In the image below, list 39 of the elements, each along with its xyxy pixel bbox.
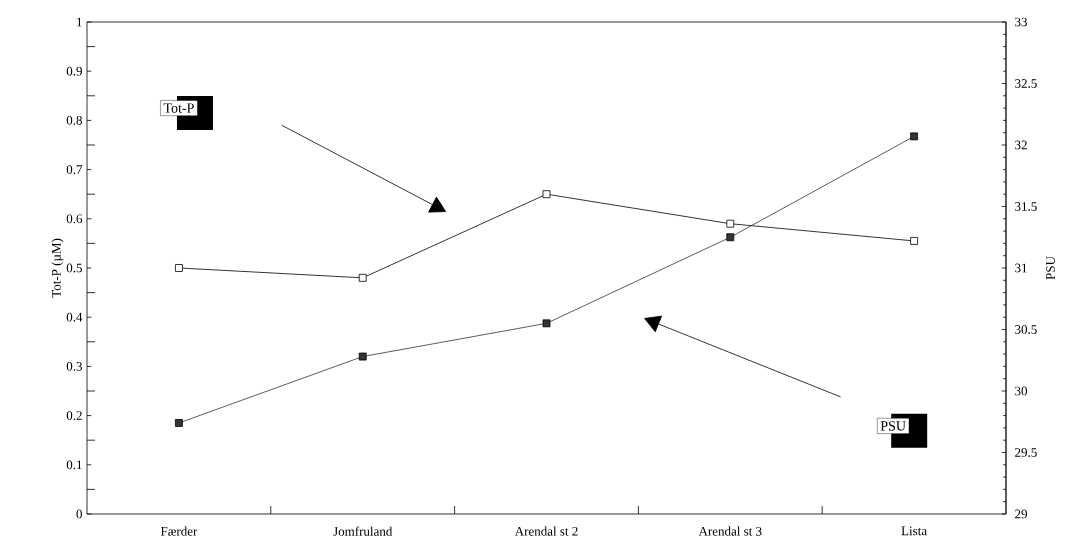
x-tick-label: Færder [160,526,198,536]
y2-tick-label: 29.5 [1015,448,1037,457]
point [175,264,183,272]
y-tick-label: 0.7 [66,165,83,175]
point [175,419,183,427]
y-tick-label: 1 [77,17,82,27]
point [910,132,918,141]
y-tick-label: 0.4 [66,312,83,322]
point [358,273,367,282]
y-tick-label: 0.2 [66,411,82,421]
y2-tick-label: 32 [1015,140,1027,150]
y2-tick-label: 31 [1015,263,1027,273]
point [726,219,735,228]
y-axis-title: Tot-P (µM) [51,238,64,298]
y2-tick-label: 29 [1015,509,1027,519]
y2-tick-label: 31.5 [1015,202,1037,211]
x-tick-label: Arendal st 3 [698,526,762,536]
y-tick-label: 0.5 [66,263,82,273]
x-tick-label: Arendal st 2 [514,526,578,536]
y-tick-label: 0.9 [66,66,82,76]
y-tick-label: 0.6 [66,214,83,224]
y-tick-label: 0.1 [66,460,82,470]
y2-axis-title: PSU [1046,256,1055,280]
y2-tick-label: 33 [1015,17,1028,27]
point [542,319,551,328]
y-tick-label: 0.3 [66,361,82,371]
text: Tot-P [163,103,194,113]
y2-tick-label: 32.5 [1015,79,1037,88]
x-tick-label: Jomfruland [333,526,393,536]
y-tick-label: 0 [76,509,82,519]
point [358,352,367,361]
point [910,237,918,245]
x-tick-label: Lista [901,526,927,536]
point [726,233,735,242]
y-tick-label: 0.8 [66,115,82,125]
text: PSU [880,421,906,431]
y2-tick-label: 30 [1015,386,1028,396]
point [542,190,551,199]
y2-tick-label: 30.5 [1015,325,1037,334]
